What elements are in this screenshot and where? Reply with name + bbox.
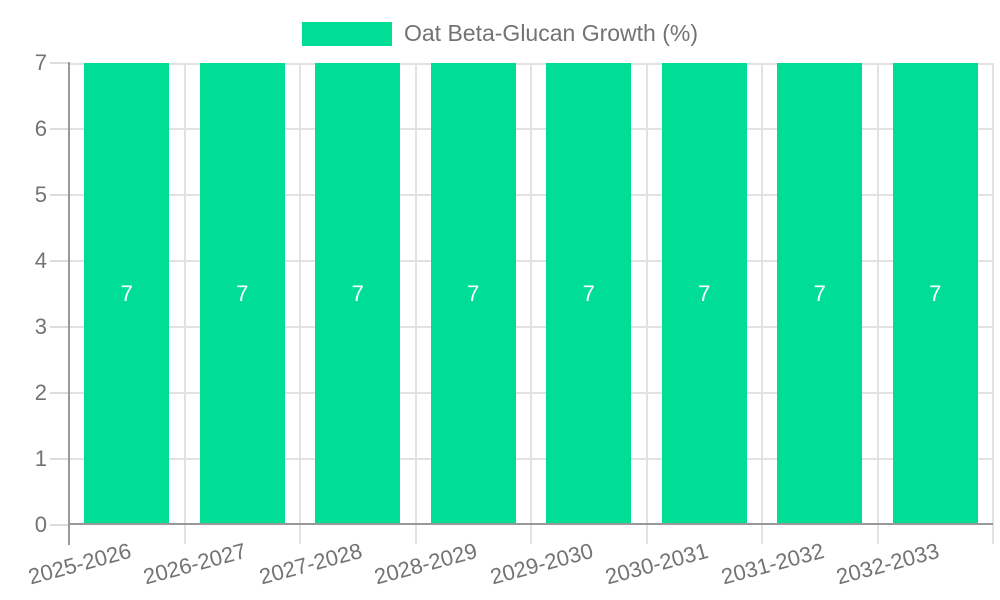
bar: 7 (777, 63, 863, 525)
legend[interactable]: Oat Beta-Glucan Growth (%) (0, 20, 1000, 47)
bar: 7 (430, 63, 516, 525)
x-tick-label: 2025-2026 (25, 538, 134, 590)
bar: 7 (315, 63, 401, 525)
bar-value-label: 7 (813, 281, 826, 306)
y-tick-label: 1 (34, 446, 47, 471)
bar: 7 (199, 63, 285, 525)
y-tick-mark (50, 62, 69, 64)
bar-value-label: 7 (351, 281, 364, 306)
y-tick-label: 5 (34, 182, 47, 207)
bar: 7 (892, 63, 978, 525)
vertical-gridline (299, 63, 301, 544)
vertical-gridline (992, 63, 994, 544)
x-tick-label: 2029-2030 (487, 538, 596, 590)
y-tick-mark (50, 392, 69, 394)
x-axis-line (69, 523, 993, 525)
y-tick-mark (50, 326, 69, 328)
y-tick-mark (50, 458, 69, 460)
x-tick-label: 2027-2028 (256, 538, 365, 590)
y-tick-mark (50, 128, 69, 130)
legend-label: Oat Beta-Glucan Growth (%) (404, 20, 698, 46)
vertical-gridline (414, 63, 417, 544)
bar-value-label: 7 (467, 281, 480, 306)
bar-value-label: 7 (236, 281, 249, 306)
vertical-gridline (183, 63, 186, 544)
vertical-gridline (530, 63, 532, 544)
y-tick-label: 6 (34, 116, 47, 141)
y-tick-label: 0 (34, 512, 47, 537)
plot-area: 7 7 7 7 7 7 7 7 (69, 63, 994, 544)
y-tick-label: 7 (34, 50, 47, 75)
bar-value-label: 7 (582, 281, 595, 306)
vertical-gridline (876, 63, 879, 544)
bar: 7 (661, 63, 747, 525)
x-tick-label: 2031-2032 (718, 538, 827, 590)
bar: 7 (84, 63, 170, 525)
bar-value-label: 7 (698, 281, 711, 306)
legend-swatch-icon (302, 21, 392, 46)
x-tick-label: 2032-2033 (833, 538, 942, 590)
bar-value-label: 7 (929, 281, 942, 306)
x-tick-label: 2028-2029 (371, 538, 480, 590)
vertical-gridline (761, 63, 763, 544)
x-tick-label: 2030-2031 (602, 538, 711, 590)
bar: 7 (546, 63, 632, 525)
y-axis-line (68, 62, 70, 545)
y-tick-mark (50, 194, 69, 196)
y-tick-label: 2 (34, 380, 47, 405)
y-tick-label: 3 (34, 314, 47, 339)
y-tick-label: 4 (34, 248, 47, 273)
y-tick-mark (50, 260, 69, 262)
bar-value-label: 7 (120, 281, 133, 306)
x-tick-label: 2026-2027 (140, 538, 249, 590)
vertical-gridline (645, 63, 648, 544)
y-tick-mark (50, 524, 69, 526)
